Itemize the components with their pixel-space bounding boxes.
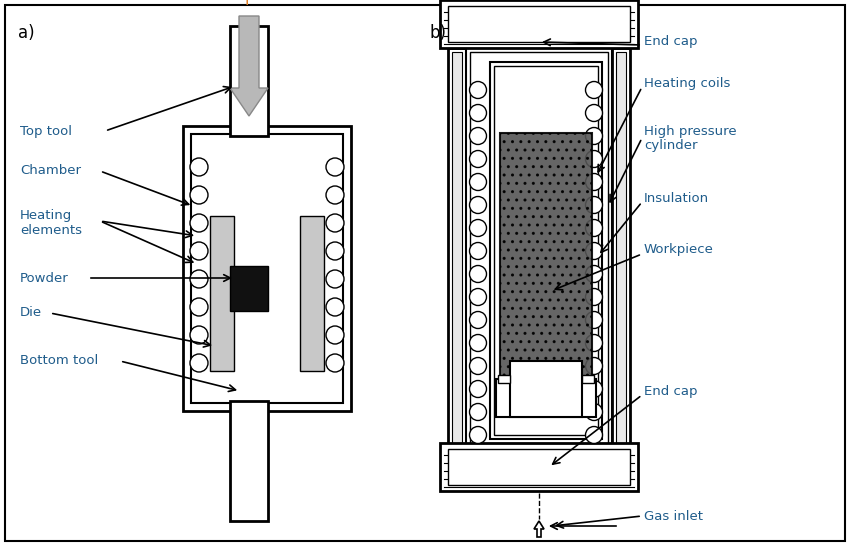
Bar (230, 266, 268, 311)
Circle shape (586, 335, 603, 352)
Circle shape (586, 265, 603, 282)
Bar (496, 379, 596, 417)
FancyArrow shape (230, 16, 268, 116)
Bar (440, 443, 638, 491)
Circle shape (469, 403, 486, 420)
Bar (183, 126, 351, 411)
Circle shape (586, 288, 603, 306)
Circle shape (469, 197, 486, 213)
Circle shape (469, 312, 486, 329)
Circle shape (469, 219, 486, 236)
Circle shape (326, 298, 344, 316)
Circle shape (326, 354, 344, 372)
Circle shape (586, 81, 603, 98)
Bar (510, 361, 582, 417)
Bar (230, 401, 268, 521)
Circle shape (469, 358, 486, 375)
Circle shape (190, 158, 208, 176)
FancyArrow shape (534, 521, 544, 537)
Text: elements: elements (20, 224, 82, 238)
Bar (470, 52, 608, 449)
Circle shape (190, 354, 208, 372)
Bar (500, 133, 592, 379)
Circle shape (326, 186, 344, 204)
Circle shape (586, 426, 603, 443)
Bar (440, 0, 638, 48)
Circle shape (586, 174, 603, 191)
Circle shape (190, 242, 208, 260)
Circle shape (469, 81, 486, 98)
Circle shape (190, 270, 208, 288)
Bar (448, 6, 630, 42)
Text: Heating coils: Heating coils (644, 76, 730, 90)
Circle shape (586, 403, 603, 420)
Circle shape (326, 158, 344, 176)
Circle shape (469, 174, 486, 191)
Circle shape (190, 298, 208, 316)
Text: Workpiece: Workpiece (644, 244, 714, 257)
Text: Chamber: Chamber (20, 164, 81, 177)
Bar (448, 449, 630, 485)
Bar (230, 26, 268, 136)
Text: cylinder: cylinder (644, 139, 698, 152)
Text: Top tool: Top tool (20, 124, 72, 138)
Bar (612, 48, 630, 453)
Circle shape (326, 242, 344, 260)
Text: a): a) (18, 24, 35, 42)
Bar (494, 66, 598, 435)
Circle shape (326, 270, 344, 288)
Circle shape (469, 265, 486, 282)
Circle shape (586, 242, 603, 259)
Circle shape (326, 214, 344, 232)
Text: Bottom tool: Bottom tool (20, 354, 99, 367)
Circle shape (469, 335, 486, 352)
Text: End cap: End cap (644, 384, 698, 397)
Circle shape (469, 242, 486, 259)
Circle shape (190, 186, 208, 204)
Circle shape (469, 104, 486, 122)
Circle shape (190, 326, 208, 344)
Bar (448, 48, 466, 453)
Text: Powder: Powder (20, 271, 69, 284)
Text: Insulation: Insulation (644, 192, 709, 205)
Bar (300, 216, 324, 371)
Circle shape (190, 214, 208, 232)
Text: Gas inlet: Gas inlet (644, 509, 703, 523)
Bar (210, 216, 234, 371)
Bar (490, 62, 602, 439)
Circle shape (586, 151, 603, 168)
Circle shape (469, 288, 486, 306)
Text: End cap: End cap (644, 34, 698, 48)
Text: F: F (245, 0, 253, 8)
Text: Heating: Heating (20, 210, 72, 223)
Text: High pressure: High pressure (644, 124, 737, 138)
Bar (191, 134, 343, 403)
Circle shape (469, 151, 486, 168)
Bar (498, 375, 510, 383)
Bar (616, 52, 626, 449)
Circle shape (326, 326, 344, 344)
Circle shape (586, 358, 603, 375)
Circle shape (469, 128, 486, 145)
Circle shape (469, 426, 486, 443)
Circle shape (586, 104, 603, 122)
Circle shape (586, 312, 603, 329)
Circle shape (469, 381, 486, 397)
Circle shape (586, 197, 603, 213)
Bar (466, 48, 612, 453)
Text: b): b) (430, 24, 447, 42)
Circle shape (586, 128, 603, 145)
Bar (452, 52, 462, 449)
Bar (582, 375, 594, 383)
Circle shape (586, 381, 603, 397)
Text: Die: Die (20, 306, 42, 319)
Circle shape (586, 219, 603, 236)
